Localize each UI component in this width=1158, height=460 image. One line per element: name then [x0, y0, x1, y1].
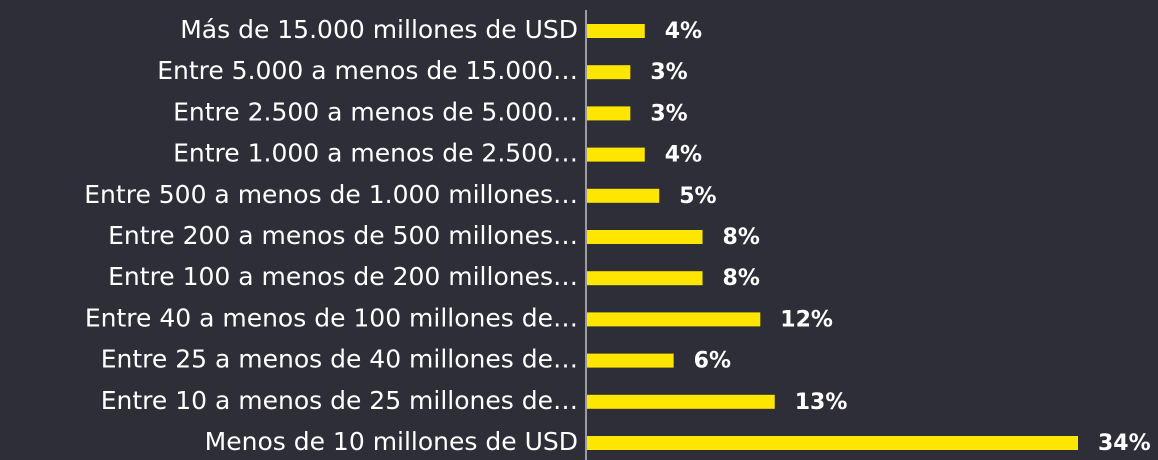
category-label: Entre 500 a menos de 1.000 millones…: [84, 180, 578, 209]
value-label: 5%: [679, 184, 716, 209]
category-label: Entre 100 a menos de 200 millones…: [108, 262, 578, 291]
category-label: Entre 10 a menos de 25 millones de…: [101, 386, 578, 415]
category-label: Entre 25 a menos de 40 millones de…: [101, 345, 578, 374]
bar: [587, 353, 674, 368]
value-label: 34%: [1098, 431, 1151, 456]
bar: [587, 106, 631, 121]
value-label: 4%: [665, 19, 702, 44]
value-label: 12%: [780, 307, 833, 332]
bar: [587, 436, 1078, 450]
value-label: 8%: [723, 266, 760, 291]
category-label: Entre 200 a menos de 500 millones…: [108, 221, 578, 250]
category-label: Entre 40 a menos de 100 millones de…: [85, 303, 578, 332]
bar: [587, 65, 631, 80]
category-label: Entre 1.000 a menos de 2.500…: [173, 139, 578, 168]
category-label: Entre 2.500 a menos de 5.000…: [173, 97, 578, 126]
bar: [587, 394, 775, 409]
bar: [587, 188, 660, 203]
value-label: 6%: [694, 349, 731, 374]
bar: [587, 147, 645, 162]
category-label: Menos de 10 millones de USD: [205, 427, 578, 456]
value-label: 3%: [650, 101, 687, 126]
value-label: 13%: [795, 390, 848, 415]
value-label: 8%: [723, 225, 760, 250]
category-label: Entre 5.000 a menos de 15.000…: [157, 56, 578, 85]
value-label: 3%: [650, 60, 687, 85]
bar: [587, 230, 703, 244]
category-label: Más de 15.000 millones de USD: [180, 15, 578, 44]
value-label: 4%: [665, 143, 702, 168]
bar: [587, 271, 703, 286]
bar: [587, 24, 645, 38]
bar: [587, 312, 761, 327]
